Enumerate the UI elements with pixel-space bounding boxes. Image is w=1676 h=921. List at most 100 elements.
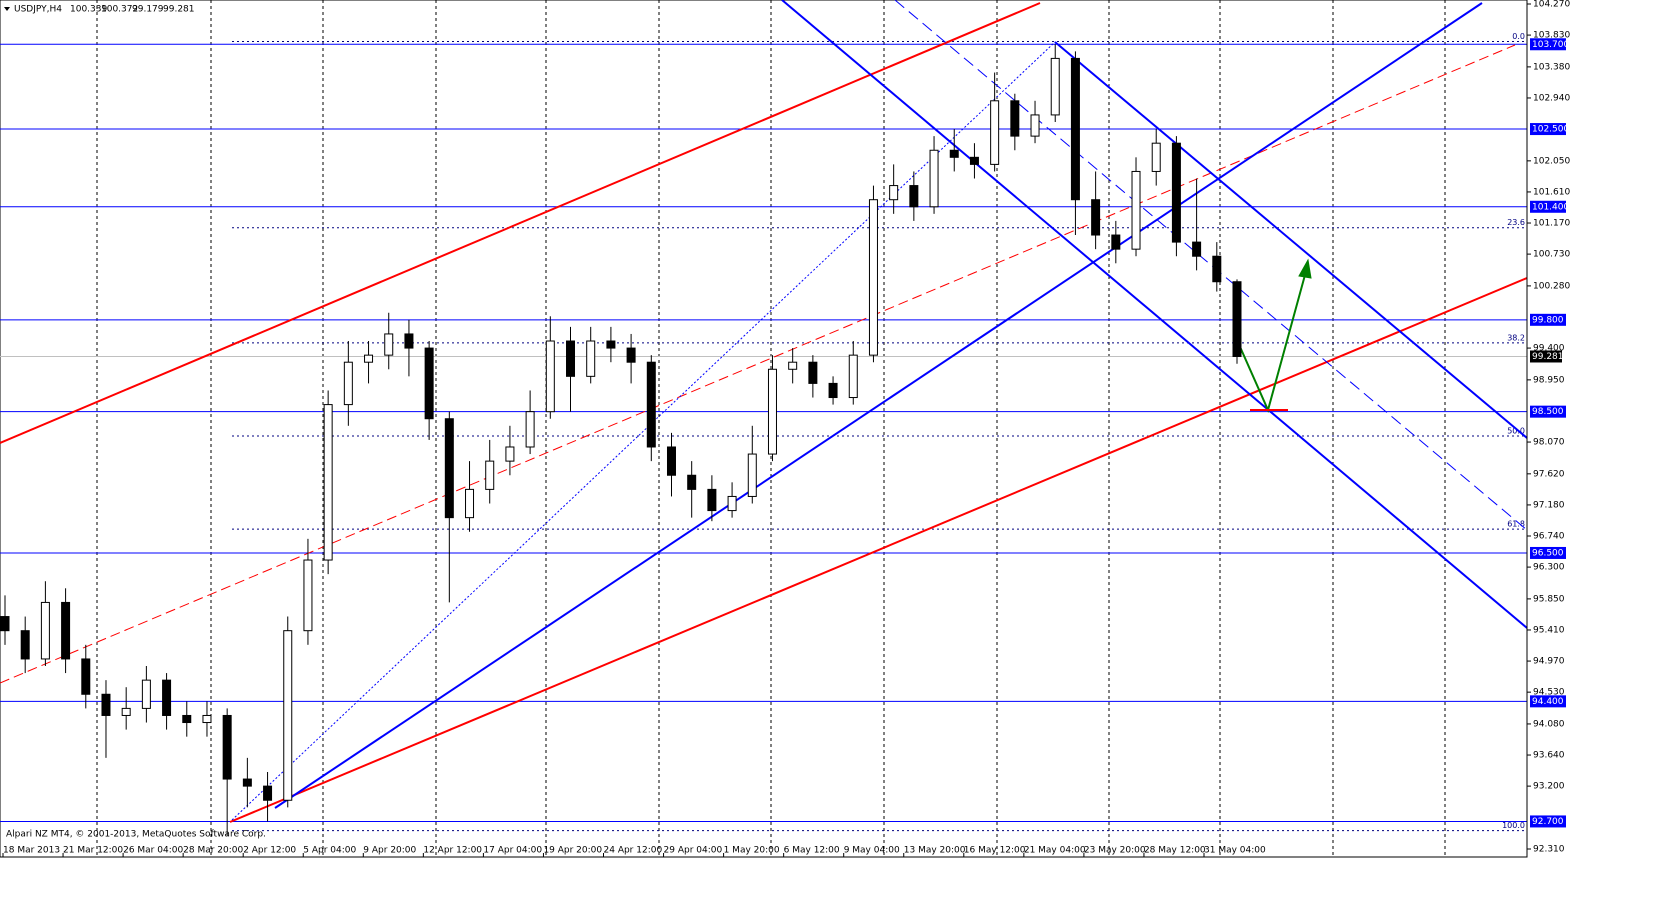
candle-body [727,495,737,512]
x-tick-label: 28 May 12:00 [1144,846,1206,856]
y-tick-label: 95.410 [1533,625,1565,635]
x-tick-label: 9 May 04:00 [844,846,900,856]
level-box [1530,695,1566,708]
candle-body [40,601,50,660]
y-tick-label: 101.610 [1533,187,1570,197]
candle-body [404,333,414,349]
candle-body [1010,100,1020,137]
candle-body [0,616,10,632]
y-tick-label: 97.180 [1533,500,1565,510]
x-tick-label: 13 May 20:00 [904,846,966,856]
candle-body [1192,241,1202,257]
y-tick-label: 94.970 [1533,657,1565,667]
low: 99.179 [132,5,164,15]
candle-body [1212,255,1222,283]
candle-body [646,361,656,448]
y-tick-label: 103.380 [1533,62,1570,72]
candle-body [242,778,252,787]
y-tick-label: 104.270 [1533,0,1570,10]
y-tick-label: 93.640 [1533,751,1565,761]
fib-label: 50.0 [1507,427,1525,436]
y-tick-label: 97.620 [1533,469,1565,479]
candle-body [707,488,717,512]
level-label: 98.500 [1532,407,1564,417]
blue-channel-upper [1054,41,1528,439]
candle-body [666,446,676,476]
candle-body [1111,234,1121,250]
x-tick-label: 17 Apr 04:00 [483,846,542,856]
candle-body [182,714,192,724]
candle-body [1131,170,1141,250]
x-tick-label: 29 Apr 04:00 [664,846,723,856]
level-box [1530,123,1566,136]
candle-body [626,347,636,363]
candle-body [566,340,576,377]
y-tick-label: 96.300 [1533,563,1565,573]
candle-body [323,404,333,561]
candle-body [505,446,515,462]
arrow-head [1298,258,1312,279]
y-tick-label: 103.830 [1533,31,1570,41]
level-label: 99.800 [1532,315,1564,325]
fib-label: 100.0 [1502,821,1525,830]
x-tick-label: 21 May 04:00 [1024,846,1086,856]
header: USDJPY,H4 100.339 100.372 99.179 99.281 [4,5,195,15]
candle-body [384,333,394,356]
x-tick-label: 5 Apr 04:00 [303,846,356,856]
candle-body [61,601,71,660]
symbol: USDJPY,H4 [14,5,62,15]
candle-body [767,368,777,455]
blue-channel-middle [894,0,1528,531]
x-tick-label: 9 Apr 20:00 [363,846,416,856]
y-tick-label: 101.170 [1533,219,1570,229]
y-tick-label: 92.310 [1533,845,1565,855]
copyright: Alpari NZ MT4, © 2001-2013, MetaQuotes S… [6,830,266,840]
red-channel-middle [0,44,1516,684]
candles [0,44,1242,836]
blue-trend-up [274,2,1483,809]
level-label: 92.700 [1532,817,1564,827]
candle-body [808,361,818,384]
x-tick-label: 31 May 04:00 [1204,846,1266,856]
x-tick-label: 24 Apr 12:00 [604,846,663,856]
x-tick-label: 19 Apr 20:00 [543,846,602,856]
candle-body [444,418,454,519]
level-label: 102.500 [1532,125,1569,135]
level-box [1530,546,1566,559]
x-tick-label: 1 May 20:00 [724,846,780,856]
blue-channel-lower [781,0,1528,629]
grid [96,0,1446,857]
candle-body [1171,142,1181,243]
price-label: 99.281 [1532,352,1564,362]
red-channel-upper [0,2,1041,444]
candle-body [263,785,273,801]
candle-body [20,630,30,660]
candle-body [283,630,293,801]
x-tick-label: 6 May 12:00 [784,846,840,856]
candle-body [1050,57,1060,116]
y-tick-label: 99.400 [1533,344,1565,354]
y-tick-label: 95.850 [1533,594,1565,604]
candle-body [606,340,616,349]
level-box [1530,38,1566,51]
candle-body [586,340,596,377]
x-tick-label: 16 May 12:00 [964,846,1026,856]
axes: 104.270 103.830 103.380 102.940 102.050 101.6… [2,0,1570,857]
candle-body [202,714,212,724]
candle-body [162,679,172,716]
candle-body [465,488,475,519]
candle-body [828,382,838,399]
level-label: 96.500 [1532,548,1564,558]
level-label: 101.400 [1532,202,1569,212]
high: 100.372 [101,5,138,15]
level-box [1530,313,1566,326]
x-tick-label: 18 Mar 2013 [3,846,60,856]
candle-body [343,361,353,406]
fib-label: 23.6 [1507,218,1525,227]
levels: 0.0 23.6 38.2 50.0 61.8 100.0 [0,32,1527,832]
level-label: 94.400 [1532,697,1564,707]
red-channel-lower [229,277,1528,823]
candle-body [929,149,939,208]
y-tick-label: 100.280 [1533,281,1570,291]
